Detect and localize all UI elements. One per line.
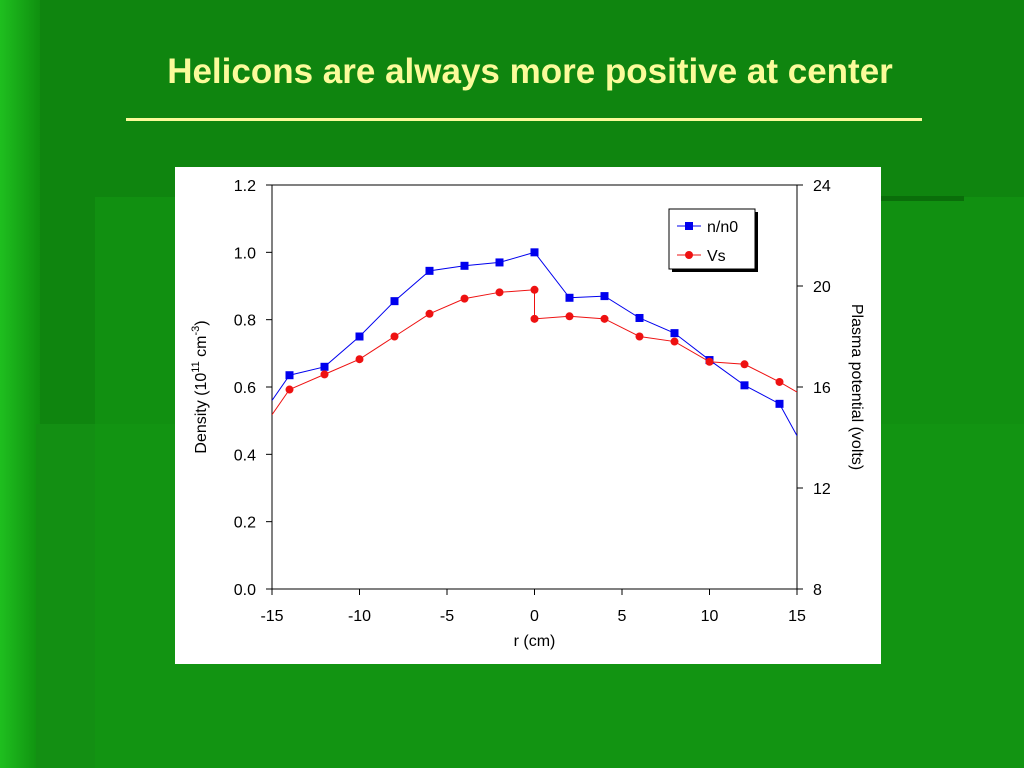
data-point-density xyxy=(425,266,434,275)
data-point-density xyxy=(320,362,329,371)
data-point-density xyxy=(565,293,574,302)
legend-box xyxy=(668,208,756,270)
y-left-tick-label: 1.0 xyxy=(234,245,256,262)
data-point-potential xyxy=(285,385,294,394)
legend-marker-circle xyxy=(685,251,693,259)
y-left-tick-label: 0.8 xyxy=(234,313,256,330)
x-tick-label: -10 xyxy=(348,608,371,625)
background-left-strip xyxy=(0,0,40,768)
data-point-density xyxy=(495,258,504,267)
data-point-potential xyxy=(320,370,329,379)
data-point-potential xyxy=(530,285,539,294)
y-left-tick-label: 0.6 xyxy=(234,380,256,397)
y-right-axis-label: Plasma potential (volts) xyxy=(848,304,865,470)
data-point-density xyxy=(740,381,749,390)
chart-panel: -15 -10 -5 0 5 10 15 0.0 0.2 0.4 0.6 0.8 1.0 1.2 8 12 16… xyxy=(175,167,881,664)
data-point-density xyxy=(285,371,294,380)
x-tick-label: 10 xyxy=(701,608,719,625)
y-right-tick-label: 16 xyxy=(813,380,831,397)
data-point-potential xyxy=(635,332,644,341)
y-left-tick-label: 1.2 xyxy=(234,178,256,195)
x-tick-label: 5 xyxy=(618,608,627,625)
data-point-density xyxy=(355,332,364,341)
series-line-density xyxy=(272,251,797,437)
legend-label: n/n0 xyxy=(707,219,738,236)
y-right-tick-label: 12 xyxy=(813,481,831,498)
title-underline xyxy=(126,118,922,121)
x-tick-label: 15 xyxy=(788,608,806,625)
x-tick-label: -5 xyxy=(440,608,454,625)
y-right-tick-label: 20 xyxy=(813,279,831,296)
y-left-tick-label: 0.0 xyxy=(234,582,256,599)
data-point-potential xyxy=(425,309,434,318)
data-point-density xyxy=(600,292,609,301)
x-tick-label: -15 xyxy=(260,608,283,625)
data-point-potential xyxy=(565,312,574,321)
x-tick-label: 0 xyxy=(530,608,539,625)
data-point-potential xyxy=(775,377,784,386)
data-point-potential xyxy=(460,294,469,303)
legend-label: Vs xyxy=(707,248,726,265)
data-point-potential xyxy=(600,314,609,323)
y-right-tick-label: 8 xyxy=(813,582,822,599)
density-potential-chart: -15 -10 -5 0 5 10 15 0.0 0.2 0.4 0.6 0.8 1.0 1.2 8 12 16… xyxy=(190,178,865,650)
accent-bar xyxy=(880,196,964,201)
legend-marker-square xyxy=(685,222,693,230)
data-point-density xyxy=(530,248,539,257)
data-point-density xyxy=(670,329,679,338)
y-left-tick-label: 0.2 xyxy=(234,515,256,532)
data-point-potential xyxy=(670,337,679,346)
data-point-potential xyxy=(530,314,539,323)
y-left-axis-label: Density (1011​ cm-3​) xyxy=(190,320,210,453)
data-point-potential xyxy=(390,332,399,341)
x-axis-label: r (cm) xyxy=(514,633,556,650)
series-line-potential xyxy=(272,289,797,416)
data-point-potential xyxy=(355,355,364,364)
data-point-density xyxy=(390,297,399,306)
data-point-potential xyxy=(705,357,714,366)
y-left-tick-label: 0.4 xyxy=(234,447,256,464)
data-point-potential xyxy=(495,288,504,297)
data-point-density xyxy=(775,399,784,408)
y-right-tick-label: 24 xyxy=(813,178,831,195)
data-point-potential xyxy=(740,360,749,369)
slide-title: Helicons are always more positive at cen… xyxy=(167,52,893,91)
data-point-density xyxy=(635,313,644,322)
data-point-density xyxy=(460,261,469,270)
